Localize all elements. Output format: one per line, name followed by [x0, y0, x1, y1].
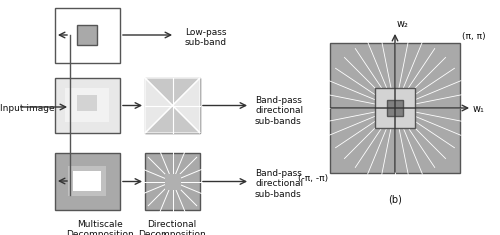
Bar	[73, 171, 101, 191]
Bar	[55, 153, 120, 210]
Bar	[55, 8, 120, 63]
Bar	[164, 173, 180, 189]
Polygon shape	[145, 78, 172, 133]
Bar	[68, 166, 106, 196]
Bar	[77, 25, 97, 45]
Text: (a): (a)	[153, 232, 167, 235]
Text: (π, π): (π, π)	[462, 32, 485, 41]
Bar	[145, 78, 200, 133]
Text: Multiscale
Decomposition: Multiscale Decomposition	[66, 220, 134, 235]
Bar	[375, 88, 415, 128]
Text: (-π, -π): (-π, -π)	[298, 174, 328, 183]
Text: Band-pass
directional
sub-bands: Band-pass directional sub-bands	[255, 169, 303, 199]
Bar	[145, 153, 200, 210]
Text: Band-pass
directional
sub-bands: Band-pass directional sub-bands	[255, 96, 303, 126]
Text: (b): (b)	[388, 195, 402, 205]
Bar	[65, 88, 109, 122]
Polygon shape	[172, 78, 200, 133]
Text: w₁: w₁	[473, 104, 485, 114]
Text: Low-pass
sub-band: Low-pass sub-band	[185, 28, 227, 47]
Bar	[55, 78, 120, 133]
Text: Directional
Decomposition: Directional Decomposition	[138, 220, 206, 235]
Bar	[77, 95, 97, 111]
Polygon shape	[145, 78, 200, 106]
Text: w₂: w₂	[397, 19, 409, 29]
Bar	[330, 43, 460, 173]
Polygon shape	[145, 106, 200, 133]
Text: Input image: Input image	[0, 104, 54, 113]
Bar	[387, 100, 403, 116]
